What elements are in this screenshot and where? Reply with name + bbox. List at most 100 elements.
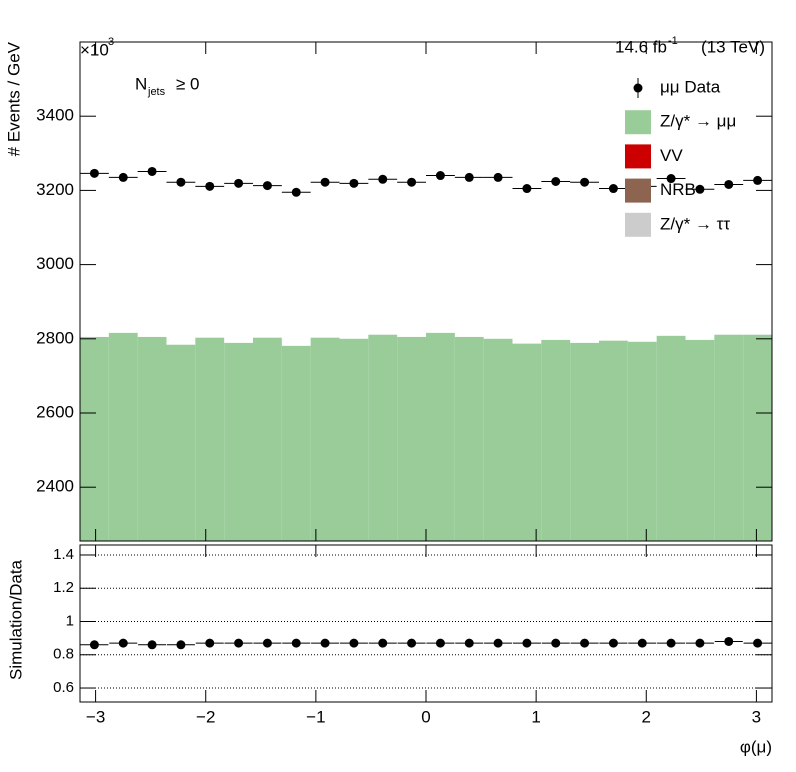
stack-bar [512,343,542,541]
y-tick-label: 0.8 [53,646,74,663]
ratio-point [724,636,734,646]
legend-marker [633,83,643,93]
data-point [262,181,272,191]
data-point [89,168,99,178]
ratio-point [695,638,705,648]
ratio-point [205,638,215,648]
ratio-point [118,638,128,648]
stack-bar [310,337,340,541]
lower-frame [79,544,773,703]
ratio-point [349,638,359,648]
ratio-point [580,638,590,648]
legend-label: NRB [660,180,696,199]
x-tick-label: 3 [752,707,761,726]
lumi-exponent: -1 [668,35,678,47]
lower-plot-area [80,554,772,689]
data-point [724,179,734,189]
data-point [580,177,590,187]
ratio-point [551,638,561,648]
stack-bar [570,342,599,541]
ratio-point [378,638,388,648]
ratio-point [435,638,445,648]
selection-cut: ≥ 0 [176,74,200,93]
stack-bar [454,336,484,541]
data-point [234,178,244,188]
stack-bar [137,336,167,541]
x-tick-label: −2 [196,707,215,726]
energy: (13 TeV) [701,37,765,56]
data-point [320,177,330,187]
data-point [522,184,532,194]
data-point [349,178,359,188]
ratio-point [522,638,532,648]
legend-label: Z/γ* → ττ [660,214,730,233]
stack-bar [656,335,686,541]
ratio-axis-title: Simulation/Data [6,559,25,680]
y-multiplier: ×10 [80,40,109,59]
stack-bar [253,337,282,541]
legend-swatch [625,144,651,169]
x-tick-label: −3 [86,707,105,726]
stack-bar [339,338,369,541]
stack-bar [195,337,225,541]
data-point [695,184,705,194]
y-tick-label: 0.6 [53,679,74,696]
stack-bar [685,339,715,541]
legend-swatch [625,110,651,135]
y-tick-label: 2600 [36,402,74,421]
ratio-point [291,638,301,648]
data-point [176,177,186,187]
ratio-point [608,638,618,648]
data-point [407,177,417,187]
ratio-point [464,638,474,648]
stack-bar [80,336,109,541]
x-tick-label: 1 [531,707,540,726]
stack-bar [599,340,628,541]
upper-frame [79,41,773,542]
stack-bar [368,334,398,541]
legend-label: VV [660,146,683,165]
x-axis-title: φ(μ) [740,737,772,756]
data-point [666,174,676,184]
overlay: 2400 2600 2800 3000 3200 3400 μμ Data Z/γ* → μμ… [36,42,772,726]
ratio-point [407,638,417,648]
y-tick-label: 1.2 [53,579,74,596]
stack-bar [714,334,744,541]
data-point [608,184,618,194]
selection-subscript: jets [147,86,166,98]
ratio-point [176,640,186,650]
stack-bar [166,344,196,541]
y-tick-label: 1.4 [53,546,74,563]
data-point [291,187,301,197]
ratio-point [493,638,503,648]
data-point [493,172,503,182]
selection: N [135,74,147,93]
stack-bar [224,342,253,541]
data-point [118,172,128,182]
y-tick-label: 2800 [36,328,74,347]
stack-bar [627,341,657,541]
ratio-point [753,638,763,648]
ratio-point [262,638,272,648]
y-tick-label: 2400 [36,477,74,496]
y-tick-label: 3000 [36,254,74,273]
y-tick-label: 3200 [36,180,74,199]
ratio-point [320,638,330,648]
data-point [464,172,474,182]
ratio-point [666,638,676,648]
ratio-point [89,640,99,650]
legend-label: μμ Data [660,77,721,96]
data-point [205,181,215,191]
data-point [551,176,561,186]
stack-bar [426,332,455,541]
y-axis-title: # Events / GeV [4,41,23,156]
stack-bar [743,334,772,541]
x-tick-label: 0 [421,707,430,726]
data-point [147,166,157,176]
y-tick-label: 1 [66,612,74,629]
x-tick-label: 2 [642,707,651,726]
ratio-point [234,638,244,648]
data-point [378,174,388,184]
stack-bar [541,339,571,541]
